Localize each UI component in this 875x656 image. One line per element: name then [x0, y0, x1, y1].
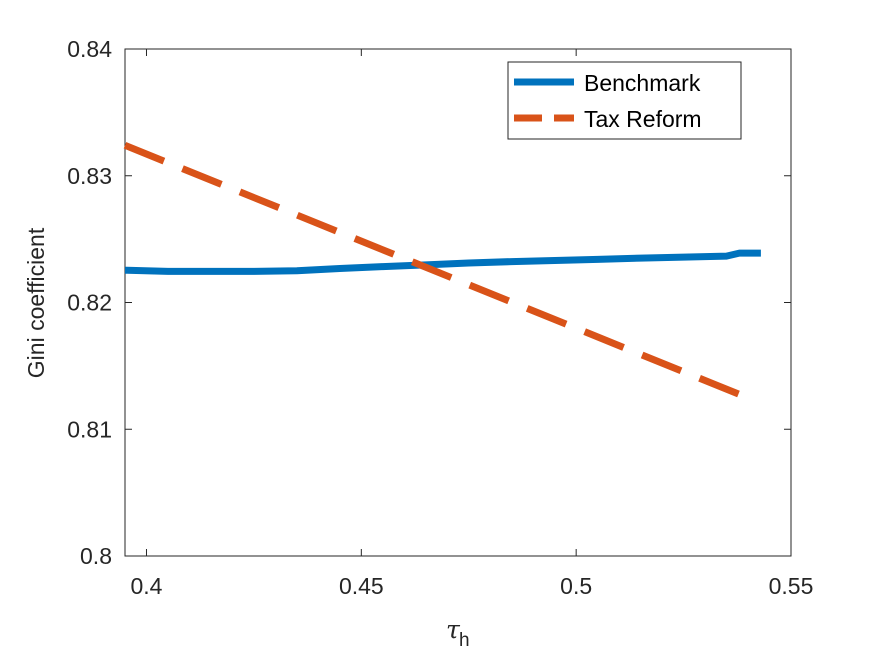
- y-tick-label: 0.83: [67, 163, 112, 189]
- y-axis-label: Gini coefficient: [23, 227, 49, 378]
- y-tick-label: 0.82: [67, 290, 112, 316]
- y-tick-label: 0.81: [67, 416, 112, 442]
- x-tick-label: 0.5: [560, 573, 592, 599]
- series-layer: [123, 142, 761, 405]
- x-axis-label-subscript: h: [459, 630, 470, 651]
- x-tick-label: 0.4: [130, 573, 162, 599]
- x-tick-label: 0.55: [769, 573, 814, 599]
- series-line-tax-reform: [123, 142, 758, 405]
- y-tick-label: 0.84: [67, 36, 112, 62]
- x-tick-label: 0.45: [339, 573, 384, 599]
- legend: Benchmark Tax Reform: [507, 61, 742, 140]
- y-tick-label: 0.8: [80, 543, 112, 569]
- series-line-benchmark: [124, 249, 761, 275]
- legend-label-tax-reform: Tax Reform: [584, 106, 702, 132]
- ticks-layer: 0.4 0.45 0.5 0.55 0.8 0.81 0.82 0.83 0.84: [67, 36, 813, 599]
- legend-box: [507, 61, 742, 140]
- x-axis-label: τ: [446, 615, 461, 644]
- legend-label-benchmark: Benchmark: [584, 70, 701, 96]
